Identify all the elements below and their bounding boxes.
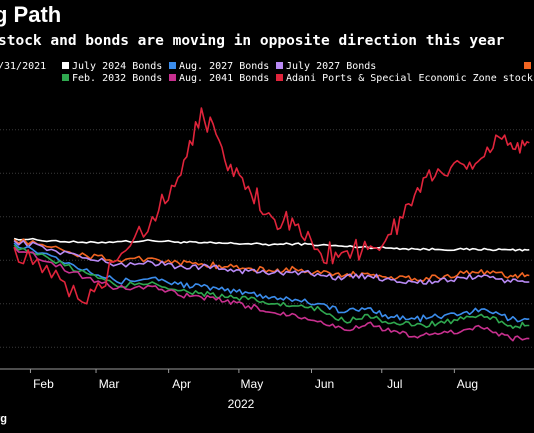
legend-label-july-2024: July 2024 Bonds xyxy=(72,61,163,72)
series-line-unnamed xyxy=(13,238,530,282)
series-line-adani-ports-special-economic-zone-stocks xyxy=(13,107,530,305)
legend: /31/2021 July 2024 Bonds Aug. 2027 Bonds… xyxy=(0,61,534,89)
series-line-aug-2041-bonds xyxy=(13,246,530,342)
x-axis-ticks: Feb Mar Apr May Jun Jul Aug xyxy=(29,369,478,391)
legend-item-orange xyxy=(524,61,534,73)
legend-item-partial: /31/2021 xyxy=(0,61,46,73)
legend-item-feb-2032: Feb. 2032 Bonds xyxy=(62,73,162,85)
x-tick-label-jun: Jun xyxy=(315,377,334,391)
chart-subtitle: stock and bonds are moving in opposite d… xyxy=(0,33,505,49)
legend-swatch-july-2024 xyxy=(62,62,69,69)
series-lines xyxy=(13,107,530,342)
series-line-july-2024-bonds xyxy=(13,237,530,252)
series-line-feb-2032-bonds xyxy=(13,244,530,330)
legend-swatch-adani xyxy=(276,74,283,81)
x-tick-label-apr: Apr xyxy=(172,377,191,391)
x-tick-label-may: May xyxy=(241,377,264,391)
legend-label-july-2027: July 2027 Bonds xyxy=(286,61,377,72)
legend-item-aug-2041: Aug. 2041 Bonds xyxy=(169,73,269,85)
legend-item-july-2027: July 2027 Bonds xyxy=(276,61,376,73)
legend-item-adani: Adani Ports & Special Economic Zone stoc… xyxy=(276,73,534,85)
x-tick-label-mar: Mar xyxy=(99,377,120,391)
legend-swatch-july-2027 xyxy=(276,62,283,69)
chart-title: g Path xyxy=(0,2,62,27)
legend-swatch-feb-2032 xyxy=(62,74,69,81)
legend-swatch-orange xyxy=(524,62,531,69)
x-tick-label-jul: Jul xyxy=(387,377,402,391)
legend-swatch-aug-2041 xyxy=(169,74,176,81)
series-line-aug-2027-bonds xyxy=(13,242,530,323)
legend-label-adani: Adani Ports & Special Economic Zone stoc… xyxy=(286,73,534,84)
legend-label-partial: /31/2021 xyxy=(0,61,47,72)
legend-label-aug-2027: Aug. 2027 Bonds xyxy=(179,61,270,72)
legend-label-aug-2041: Aug. 2041 Bonds xyxy=(179,73,270,84)
legend-label-feb-2032: Feb. 2032 Bonds xyxy=(72,73,163,84)
x-tick-label-aug: Aug xyxy=(457,377,478,391)
series-line-july-2027-bonds xyxy=(13,240,530,285)
legend-item-aug-2027: Aug. 2027 Bonds xyxy=(169,61,269,73)
x-axis-year-label: 2022 xyxy=(228,397,255,411)
x-axis: Feb Mar Apr May Jun Jul Aug 2022 xyxy=(0,368,534,411)
legend-item-july-2024: July 2024 Bonds xyxy=(62,61,162,73)
source-label: rg xyxy=(0,413,7,425)
legend-swatch-aug-2027 xyxy=(169,62,176,69)
x-tick-label-feb: Feb xyxy=(33,377,54,391)
